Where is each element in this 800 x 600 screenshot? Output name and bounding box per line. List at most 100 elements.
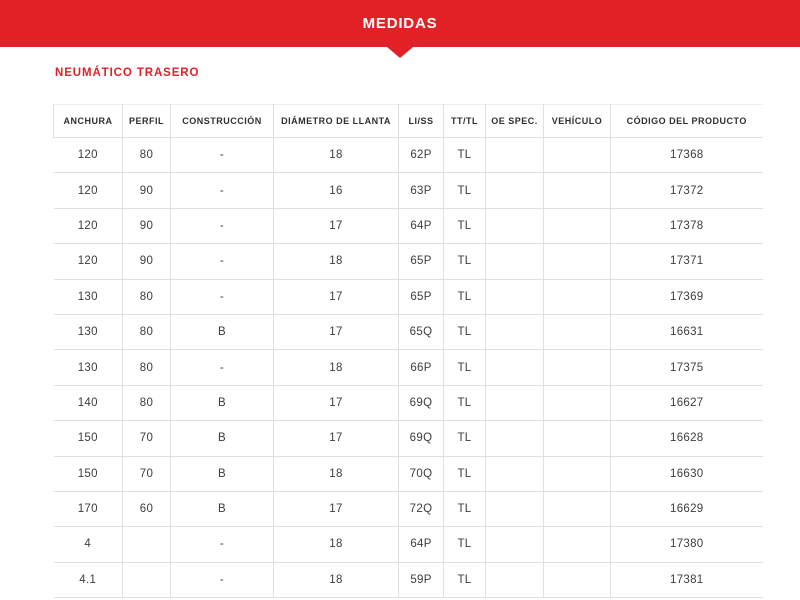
table-cell: -: [170, 279, 274, 315]
table-row: 4 -18 64P TL 17380: [53, 526, 763, 563]
table-cell: 17: [273, 208, 399, 245]
medidas-section-header[interactable]: MEDIDAS: [0, 0, 800, 47]
table-cell: [485, 562, 544, 599]
table-cell: [485, 456, 544, 492]
table-row: 130 80-17 65P TL 17369: [53, 279, 763, 315]
table-cell: [543, 243, 611, 280]
table-cell: TL: [443, 491, 486, 528]
table-row: 140 80 B 17 69Q TL 16627: [53, 385, 763, 422]
table-cell: TL: [443, 456, 486, 492]
table-cell: 17: [273, 385, 399, 422]
table-cell: 70Q: [398, 456, 444, 492]
table-cell: [485, 420, 544, 457]
table-cell: B: [170, 420, 274, 457]
table-cell: 17371: [610, 243, 763, 280]
table-cell: [485, 279, 544, 315]
table-cell: 16627: [610, 385, 763, 422]
table-cell: 59P: [398, 562, 444, 599]
column-header: TT/TL: [443, 104, 486, 138]
table-cell: 64P: [398, 526, 444, 563]
column-header: OE SPEC.: [485, 104, 544, 138]
table-cell: [543, 314, 611, 351]
table-cell: 130: [53, 314, 123, 351]
tire-sizes-table: ANCHURA PERFIL CONSTRUCCIÓN DIÁMETRO DE LLA…: [53, 104, 763, 599]
table-cell: -: [170, 243, 274, 280]
table-cell: [543, 420, 611, 457]
table-cell: 63P: [398, 172, 444, 209]
table-cell: 18: [273, 349, 399, 386]
table-cell: -: [170, 208, 274, 245]
table-cell: 17: [273, 279, 399, 315]
table-cell: 90: [122, 243, 171, 280]
column-header: LI/SS: [398, 104, 444, 138]
table-row: 150 70 B 18 70Q TL 16630: [53, 456, 763, 492]
section-title-rear-tire: NEUMÁTICO TRASERO: [55, 67, 200, 79]
table-cell: 65P: [398, 243, 444, 280]
table-cell: 18: [273, 243, 399, 280]
table-cell: 4.1: [53, 562, 123, 599]
table-cell: 120: [53, 243, 123, 280]
table-cell: 64P: [398, 208, 444, 245]
table-cell: TL: [443, 349, 486, 386]
table-cell: 120: [53, 172, 123, 209]
table-cell: 60: [122, 491, 171, 528]
table-row: 170 60 B 17 72Q TL 16629: [53, 491, 763, 528]
table-cell: [122, 562, 171, 599]
table-cell: TL: [443, 385, 486, 422]
page-title: MEDIDAS: [362, 15, 438, 32]
table-cell: TL: [443, 314, 486, 351]
table-cell: 17381: [610, 562, 763, 599]
table-cell: -: [170, 562, 274, 599]
table-cell: 130: [53, 349, 123, 386]
table-cell: -: [170, 349, 274, 386]
table-row: 120 90-16 63P TL 17372: [53, 172, 763, 209]
table-cell: B: [170, 314, 274, 351]
table-cell: [485, 172, 544, 209]
table-cell: 170: [53, 491, 123, 528]
table-cell: [485, 385, 544, 422]
table-cell: 62P: [398, 137, 444, 174]
table-cell: 150: [53, 456, 123, 492]
table-cell: 17: [273, 420, 399, 457]
table-cell: [485, 137, 544, 174]
table-cell: 17369: [610, 279, 763, 315]
column-header: CÓDIGO DEL PRODUCTO: [610, 104, 763, 138]
table-cell: TL: [443, 172, 486, 209]
table-cell: 70: [122, 420, 171, 457]
table-header-row: ANCHURA PERFIL CONSTRUCCIÓN DIÁMETRO DE LLA…: [53, 104, 763, 138]
table-cell: [485, 526, 544, 563]
table-cell: 80: [122, 279, 171, 315]
table-cell: 120: [53, 137, 123, 174]
table-cell: TL: [443, 208, 486, 245]
column-header: ANCHURA: [53, 104, 123, 138]
table-cell: 140: [53, 385, 123, 422]
table-cell: 120: [53, 208, 123, 245]
table-cell: B: [170, 491, 274, 528]
column-header: PERFIL: [122, 104, 171, 138]
table-cell: [485, 208, 544, 245]
table-cell: TL: [443, 279, 486, 315]
table-cell: 80: [122, 137, 171, 174]
table-cell: [485, 243, 544, 280]
table-row: 150 70 B 17 69Q TL 16628: [53, 420, 763, 457]
column-header: DIÁMETRO DE LLANTA: [273, 104, 399, 138]
table-cell: [543, 279, 611, 315]
table-cell: [485, 314, 544, 351]
column-header: CONSTRUCCIÓN: [170, 104, 274, 138]
table-cell: 18: [273, 526, 399, 563]
table-cell: [543, 385, 611, 422]
table-row: 120 90-18 65P TL 17371: [53, 243, 763, 280]
table-cell: 80: [122, 314, 171, 351]
table-cell: 18: [273, 456, 399, 492]
table-cell: 90: [122, 172, 171, 209]
table-cell: 130: [53, 279, 123, 315]
table-cell: [543, 562, 611, 599]
table-cell: -: [170, 172, 274, 209]
table-row: 120 80-18 62P TL 17368: [53, 137, 763, 174]
table-cell: 17: [273, 314, 399, 351]
table-cell: 16629: [610, 491, 763, 528]
table-cell: 17368: [610, 137, 763, 174]
table-cell: TL: [443, 137, 486, 174]
table-cell: 17380: [610, 526, 763, 563]
table-cell: [122, 526, 171, 563]
